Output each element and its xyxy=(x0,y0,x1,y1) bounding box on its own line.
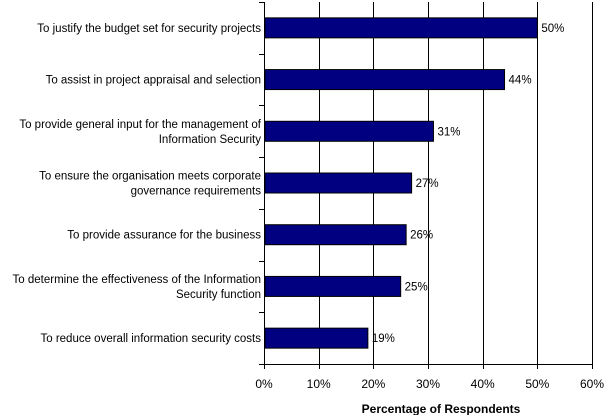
axes xyxy=(259,2,593,369)
x-axis-title: Percentage of Respondents xyxy=(362,402,521,415)
bar-2 xyxy=(264,120,434,142)
category-label-3-line-1: governance requirements xyxy=(131,186,262,198)
bar-5 xyxy=(264,275,402,297)
category-label-5-line-0: To determine the effectiveness of the In… xyxy=(13,274,261,286)
category-label-6-line-0: To reduce overall information security c… xyxy=(40,333,261,345)
category-label-6: To reduce overall information security c… xyxy=(40,333,261,345)
x-tick-label-40: 40% xyxy=(471,377,495,391)
x-tick-label-10: 10% xyxy=(307,377,331,391)
category-label-4: To provide assurance for the business xyxy=(67,230,261,242)
category-label-3: To ensure the organisation meets corpora… xyxy=(39,171,261,198)
gridlines xyxy=(319,2,593,364)
x-tick-label-0: 0% xyxy=(255,377,273,391)
category-label-4-line-0: To provide assurance for the business xyxy=(67,230,261,242)
bars xyxy=(264,17,538,349)
category-label-3-line-0: To ensure the organisation meets corpora… xyxy=(39,171,261,183)
bar-4 xyxy=(264,224,407,246)
x-tick-label-60: 60% xyxy=(580,377,604,391)
category-label-2-line-1: Information Security xyxy=(159,134,262,146)
data-label-4: 26% xyxy=(410,230,433,242)
bar-0 xyxy=(264,17,538,39)
category-label-2-line-0: To provide general input for the managem… xyxy=(19,119,261,131)
category-label-1: To assist in project appraisal and selec… xyxy=(46,75,261,87)
x-tick-label-20: 20% xyxy=(361,377,385,391)
category-label-2: To provide general input for the managem… xyxy=(19,119,261,146)
data-label-0: 50% xyxy=(541,23,564,35)
bar-3 xyxy=(264,172,413,194)
data-label-2: 31% xyxy=(437,126,460,138)
bar-6 xyxy=(264,327,369,349)
category-label-1-line-0: To assist in project appraisal and selec… xyxy=(46,75,261,87)
category-label-5: To determine the effectiveness of the In… xyxy=(13,274,261,301)
bar-1 xyxy=(264,69,506,91)
x-tick-label-30: 30% xyxy=(416,377,440,391)
category-label-5-line-1: Security function xyxy=(176,289,261,301)
data-label-5: 25% xyxy=(405,281,428,293)
data-label-6: 19% xyxy=(372,333,395,345)
category-label-0-line-0: To justify the budget set for security p… xyxy=(37,23,261,35)
data-label-1: 44% xyxy=(509,75,532,87)
labels: 0% 10% 20% 30% 40% 50% 60% 50% To justify the bu… xyxy=(13,23,605,391)
x-tick-label-50: 50% xyxy=(525,377,549,391)
data-label-3: 27% xyxy=(416,178,439,190)
category-label-0: To justify the budget set for security p… xyxy=(37,23,261,35)
